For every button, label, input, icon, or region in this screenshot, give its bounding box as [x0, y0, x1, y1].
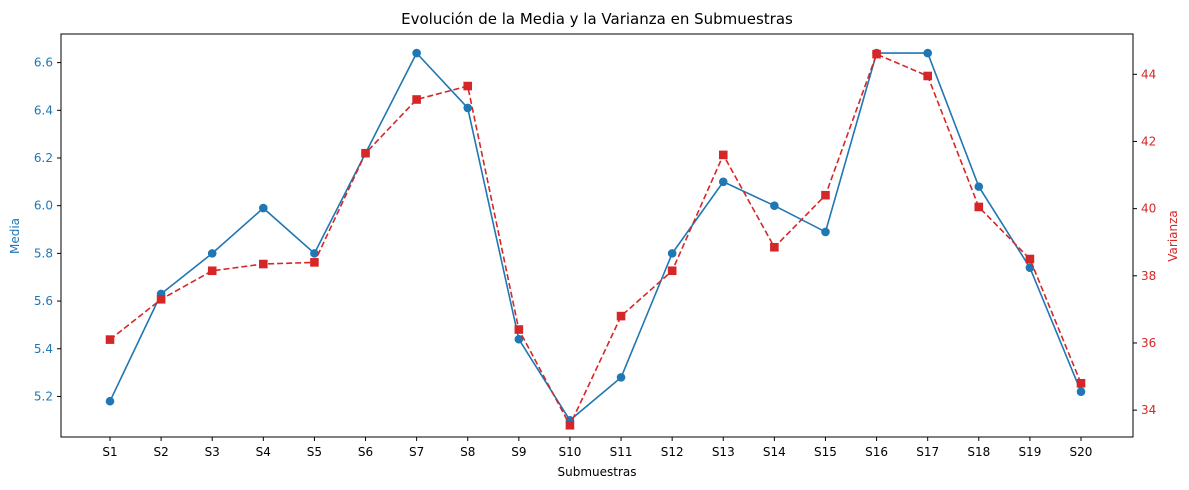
data-point — [207, 249, 217, 258]
data-point — [872, 49, 881, 59]
data-point — [770, 242, 779, 252]
data-point — [1076, 378, 1086, 388]
data-point — [259, 259, 268, 269]
data-point — [514, 325, 524, 334]
data-point — [923, 48, 932, 58]
data-point — [821, 190, 830, 200]
right-y-tick-label: 34 — [1141, 403, 1156, 417]
data-point — [412, 95, 421, 104]
left-y-tick-label: 5.8 — [34, 246, 53, 260]
data-point — [412, 48, 421, 58]
left-y-tick-label: 6.2 — [34, 151, 53, 165]
x-tick-label: S5 — [307, 445, 322, 459]
data-point — [361, 148, 370, 158]
data-point — [821, 227, 830, 237]
x-tick-label: S20 — [1070, 445, 1093, 459]
left-y-axis-label: Media — [8, 218, 22, 254]
x-axis-label: Submuestras — [557, 465, 636, 479]
right-y-tick-label: 38 — [1141, 269, 1156, 283]
left-y-tick-label: 6.4 — [34, 103, 53, 117]
x-tick-label: S19 — [1018, 445, 1041, 459]
data-point — [667, 249, 677, 258]
series-line-varianza — [109, 53, 1082, 427]
x-tick-label: S18 — [967, 445, 990, 459]
right-y-tick-label: 42 — [1141, 134, 1156, 148]
left-y-axis: 5.2 5.4 5.6 5.8 6.0 6.2 6.4 6.6 — [34, 56, 61, 403]
data-point — [156, 295, 166, 304]
x-tick-label: S14 — [763, 445, 786, 459]
x-tick-label: S2 — [153, 445, 168, 459]
x-tick-label: S8 — [460, 445, 475, 459]
data-point — [463, 81, 473, 91]
data-point — [514, 334, 524, 344]
data-point — [1025, 254, 1035, 264]
chart-title: Evolución de la Media y la Varianza en S… — [401, 10, 793, 28]
data-point — [207, 266, 217, 276]
series-varianza — [105, 49, 1086, 430]
x-tick-label: S13 — [712, 445, 735, 459]
left-y-tick-label: 6.0 — [34, 199, 53, 213]
x-tick-label: S16 — [865, 445, 888, 459]
x-tick-label: S7 — [409, 445, 424, 459]
data-point — [974, 202, 984, 212]
plot-frame — [60, 33, 1134, 438]
x-tick-label: S9 — [511, 445, 526, 459]
data-point — [616, 311, 626, 321]
x-axis: S1 S2 S3 S4 S5 S6 S7 S8 S9 S10 S11 S12 S13 S14 S15 S16 S… — [102, 437, 1092, 459]
x-tick-label: S15 — [814, 445, 837, 459]
x-tick-label: S3 — [205, 445, 220, 459]
x-tick-label: S17 — [916, 445, 939, 459]
data-point — [310, 249, 319, 258]
right-y-tick-label: 36 — [1141, 336, 1156, 350]
data-point — [667, 266, 677, 276]
right-y-tick-label: 44 — [1141, 67, 1156, 81]
data-point — [974, 182, 984, 191]
data-point — [1076, 387, 1086, 396]
right-y-tick-label: 40 — [1141, 202, 1156, 216]
data-point — [565, 420, 575, 430]
data-point — [718, 177, 728, 187]
data-point — [105, 335, 115, 344]
x-tick-label: S6 — [358, 445, 373, 459]
left-y-tick-label: 5.6 — [34, 294, 53, 308]
data-point — [105, 396, 115, 406]
series-layer — [105, 48, 1086, 430]
left-y-tick-label: 6.6 — [34, 56, 53, 70]
data-point — [770, 201, 779, 210]
left-y-tick-label: 5.2 — [34, 389, 53, 403]
right-y-axis: 34 36 38 40 42 44 — [1133, 67, 1156, 417]
series-line-media — [109, 51, 1082, 422]
left-y-tick-label: 5.4 — [34, 342, 53, 356]
x-tick-label: S1 — [102, 445, 117, 459]
data-point — [616, 373, 626, 382]
x-tick-label: S11 — [610, 445, 633, 459]
data-point — [923, 71, 932, 81]
x-tick-label: S4 — [256, 445, 271, 459]
data-point — [310, 258, 319, 267]
x-tick-label: S10 — [559, 445, 582, 459]
data-point — [718, 150, 728, 160]
x-tick-label: S12 — [661, 445, 684, 459]
data-point — [259, 203, 268, 213]
data-point — [463, 103, 473, 113]
right-y-axis-label: Varianza — [1166, 210, 1180, 262]
